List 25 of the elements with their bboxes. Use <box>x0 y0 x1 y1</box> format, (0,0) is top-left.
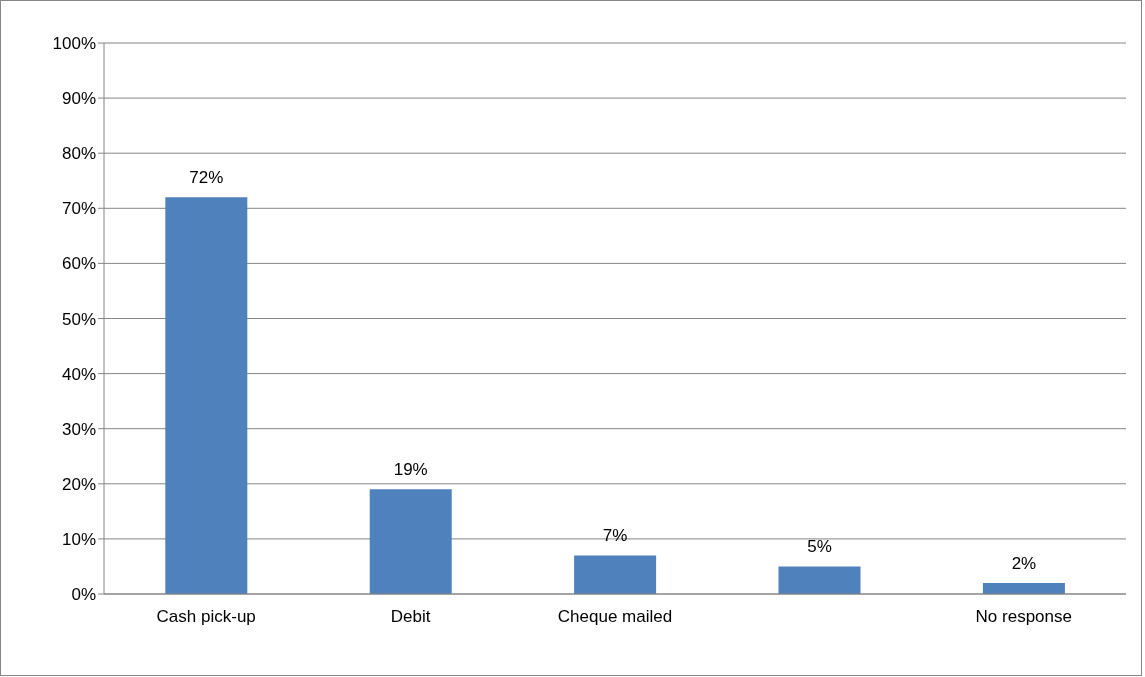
y-tick-label: 70% <box>61 199 96 219</box>
bar <box>165 197 248 594</box>
data-label: 2% <box>1011 553 1037 573</box>
bar <box>369 489 452 594</box>
data-label: 19% <box>393 460 428 480</box>
x-tick-label: Debit <box>390 607 431 627</box>
bar <box>574 555 657 594</box>
y-tick-label: 80% <box>61 144 96 164</box>
data-label: 72% <box>189 168 224 188</box>
y-tick-label: 100% <box>52 34 96 54</box>
x-tick-label: No response <box>975 607 1072 627</box>
data-label: 5% <box>807 537 832 557</box>
x-tick-label: Cash pick-up <box>156 607 256 627</box>
y-tick-label: 90% <box>61 89 96 109</box>
y-tick-label: 10% <box>61 529 96 549</box>
y-tick-label: 30% <box>61 419 96 439</box>
y-tick-label: 60% <box>61 254 96 274</box>
y-tick-label: 40% <box>61 364 96 384</box>
y-tick-label: 20% <box>61 474 96 494</box>
bar <box>778 566 861 594</box>
y-tick-label: 50% <box>61 309 96 329</box>
y-tick-label: 0% <box>71 585 96 605</box>
data-label: 7% <box>602 526 628 546</box>
x-tick-label: Cheque mailed <box>557 607 673 627</box>
bar <box>982 582 1065 594</box>
